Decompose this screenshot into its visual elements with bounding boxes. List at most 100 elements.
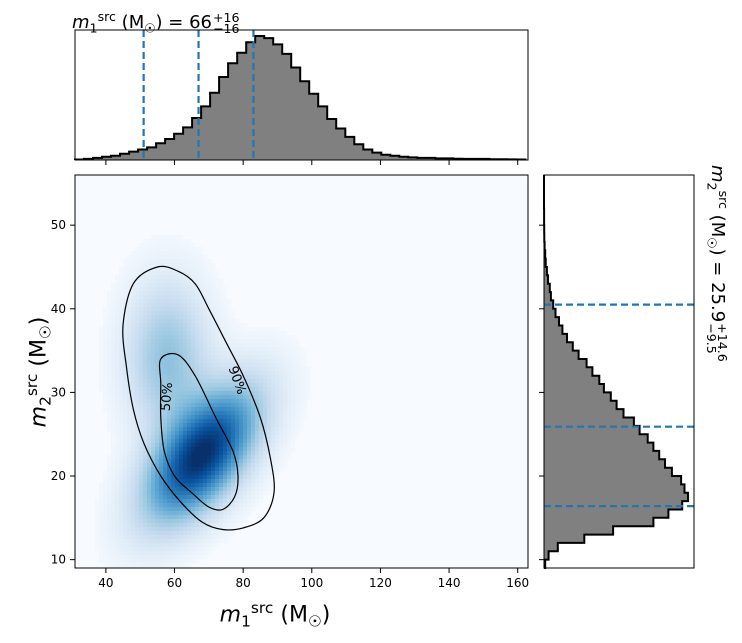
heatmap-cell xyxy=(291,431,295,435)
heatmap-cell xyxy=(155,351,159,355)
heatmap-cell xyxy=(111,555,115,559)
heatmap-cell xyxy=(187,475,191,479)
heatmap-cell xyxy=(163,243,167,247)
heatmap-cell xyxy=(183,267,187,271)
heatmap-cell xyxy=(291,403,295,407)
heatmap-cell xyxy=(207,411,211,415)
heatmap-cell xyxy=(215,463,219,467)
heatmap-cell xyxy=(267,351,271,355)
heatmap-cell xyxy=(151,235,155,239)
heatmap-cell xyxy=(179,259,183,263)
heatmap-cell xyxy=(231,331,235,335)
heatmap-cell xyxy=(227,515,231,519)
heatmap-cell xyxy=(283,383,287,387)
heatmap-cell xyxy=(259,483,263,487)
heatmap-cell xyxy=(183,515,187,519)
heatmap-cell xyxy=(163,435,167,439)
heatmap-cell xyxy=(219,467,223,471)
heatmap-cell xyxy=(239,435,243,439)
heatmap-cell xyxy=(283,439,287,443)
heatmap-cell xyxy=(215,295,219,299)
heatmap-cell xyxy=(307,395,311,399)
heatmap-cell xyxy=(119,295,123,299)
heatmap-cell xyxy=(267,475,271,479)
heatmap-cell xyxy=(115,503,119,507)
heatmap-cell xyxy=(251,335,255,339)
heatmap-cell xyxy=(127,435,131,439)
heatmap-cell xyxy=(231,511,235,515)
heatmap-cell xyxy=(111,383,115,387)
heatmap-cell xyxy=(239,447,243,451)
heatmap-cell xyxy=(199,391,203,395)
heatmap-cell xyxy=(187,311,191,315)
heatmap-cell xyxy=(167,515,171,519)
heatmap-cell xyxy=(175,427,179,431)
heatmap-cell xyxy=(211,431,215,435)
heatmap-cell xyxy=(243,487,247,491)
heatmap-cell xyxy=(187,323,191,327)
heatmap-cell xyxy=(115,415,119,419)
heatmap-cell xyxy=(183,251,187,255)
heatmap-cell xyxy=(235,351,239,355)
heatmap-cell xyxy=(123,383,127,387)
heatmap-cell xyxy=(259,327,263,331)
heatmap-cell xyxy=(103,391,107,395)
heatmap-cell xyxy=(147,343,151,347)
heatmap-cell xyxy=(155,563,159,567)
heatmap-cell xyxy=(107,463,111,467)
heatmap-cell xyxy=(119,483,123,487)
heatmap-cell xyxy=(195,423,199,427)
heatmap-cell xyxy=(179,387,183,391)
heatmap-cell xyxy=(207,271,211,275)
heatmap-cell xyxy=(231,427,235,431)
heatmap-cell xyxy=(287,431,291,435)
heatmap-cell xyxy=(267,435,271,439)
heatmap-cell xyxy=(179,299,183,303)
heatmap-cell xyxy=(279,355,283,359)
heatmap-cell xyxy=(107,483,111,487)
heatmap-cell xyxy=(263,343,267,347)
heatmap-cell xyxy=(159,235,163,239)
heatmap-cell xyxy=(279,395,283,399)
heatmap-cell xyxy=(139,399,143,403)
heatmap-cell xyxy=(143,459,147,463)
heatmap-cell xyxy=(127,363,131,367)
heatmap-cell xyxy=(167,547,171,551)
heatmap-cell xyxy=(119,351,123,355)
heatmap-cell xyxy=(175,279,179,283)
heatmap-cell xyxy=(223,459,227,463)
heatmap-cell xyxy=(131,515,135,519)
heatmap-cell xyxy=(151,507,155,511)
heatmap-cell xyxy=(159,351,163,355)
heatmap-cell xyxy=(207,319,211,323)
heatmap-cell xyxy=(231,463,235,467)
heatmap-cell xyxy=(255,351,259,355)
heatmap-cell xyxy=(219,451,223,455)
heatmap-cell xyxy=(143,467,147,471)
heatmap-cell xyxy=(143,511,147,515)
heatmap-cell xyxy=(179,471,183,475)
heatmap-cell xyxy=(155,539,159,543)
heatmap-cell xyxy=(175,407,179,411)
heatmap-cell xyxy=(107,423,111,427)
heatmap-cell xyxy=(111,303,115,307)
heatmap-cell xyxy=(139,479,143,483)
heatmap-cell xyxy=(163,471,167,475)
heatmap-cell xyxy=(151,471,155,475)
heatmap-cell xyxy=(115,543,119,547)
heatmap-cell xyxy=(195,435,199,439)
heatmap-cell xyxy=(211,439,215,443)
heatmap-cell xyxy=(287,395,291,399)
heatmap-cell xyxy=(139,447,143,451)
heatmap-cell xyxy=(143,291,147,295)
heatmap-cell xyxy=(115,335,119,339)
heatmap-cell xyxy=(103,559,107,563)
heatmap-cell xyxy=(219,523,223,527)
heatmap-cell xyxy=(223,479,227,483)
heatmap-cell xyxy=(207,359,211,363)
heatmap-cell xyxy=(159,259,163,263)
heatmap-cell xyxy=(143,371,147,375)
heatmap-cell xyxy=(247,407,251,411)
heatmap-cell xyxy=(295,427,299,431)
heatmap-cell xyxy=(119,291,123,295)
